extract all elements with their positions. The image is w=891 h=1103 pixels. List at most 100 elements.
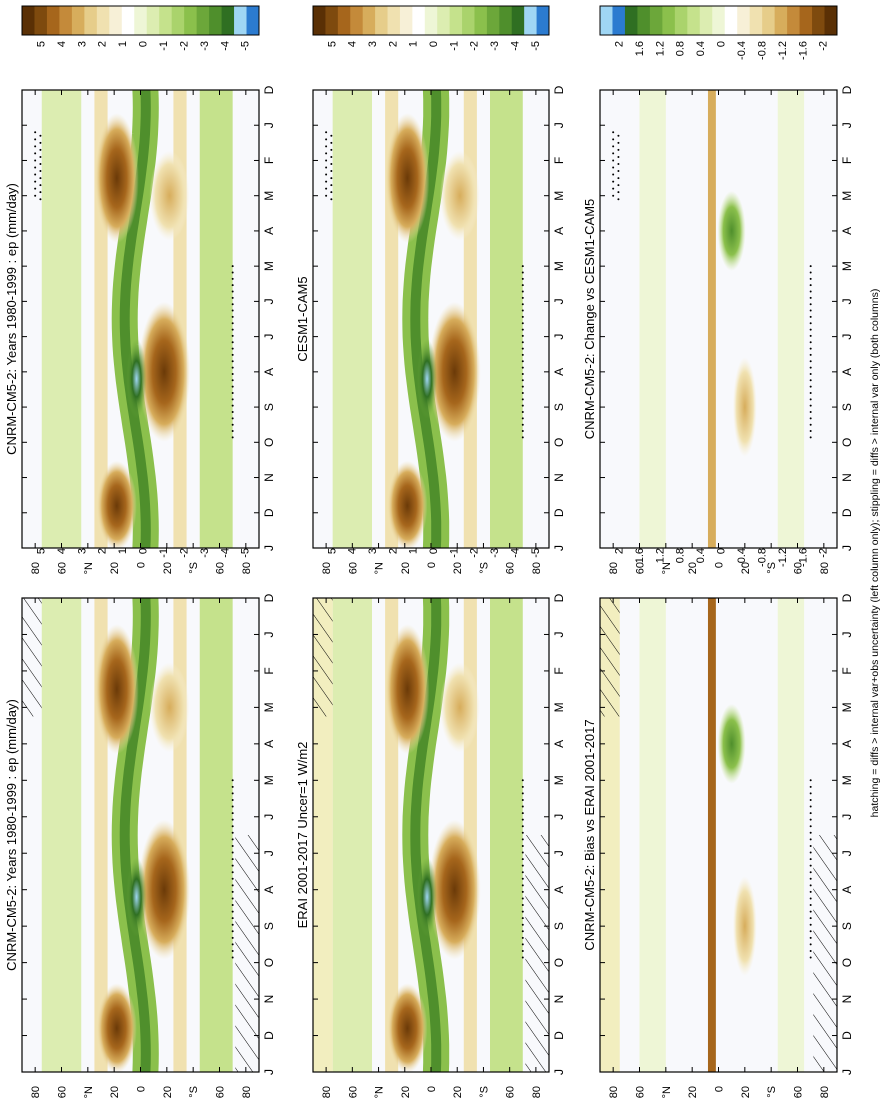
colorbar-label: -3 — [199, 41, 211, 51]
month-label: A — [840, 740, 854, 748]
colorbar-swatch — [774, 6, 788, 35]
month-label: D — [840, 1031, 854, 1040]
month-label: N — [552, 995, 566, 1004]
contour-field — [313, 598, 549, 1072]
month-label: D — [262, 1031, 276, 1040]
month-label: A — [552, 227, 566, 235]
nh-winter-max-2 — [387, 983, 428, 1072]
month-label: J — [552, 850, 566, 856]
colorbar-label: 2 — [387, 548, 399, 554]
sh-hatching — [235, 835, 259, 1072]
lat-label: °N — [661, 1086, 673, 1098]
colorbar-label: 5 — [326, 548, 338, 554]
month-label: A — [840, 227, 854, 235]
colorbar-label: 0.4 — [695, 41, 707, 56]
colorbar-label: -0.8 — [756, 41, 768, 60]
month-label: J — [840, 334, 854, 340]
month-label: O — [262, 958, 276, 967]
panel-title: ERAI 2001-2017 Uncer=1 W/m2 — [295, 742, 310, 929]
month-label: M — [552, 191, 566, 201]
nh-winter-max — [94, 624, 139, 755]
lat-label: 20 — [162, 1086, 174, 1098]
lat-label: 60 — [793, 562, 805, 574]
month-label: D — [552, 508, 566, 517]
colorbar-swatch — [399, 6, 413, 35]
month-label: J — [552, 545, 566, 551]
sh-winter-max — [428, 819, 481, 960]
colorbar-swatch — [624, 6, 638, 35]
colorbar-swatch — [46, 6, 60, 35]
colorbar-swatch — [221, 6, 235, 35]
nh-winter-max-2 — [96, 983, 137, 1072]
stippling — [612, 131, 812, 439]
colorbar-label: -3 — [489, 548, 501, 558]
colorbar-swatch — [462, 6, 475, 35]
month-label: F — [840, 157, 854, 164]
month-label: J — [262, 545, 276, 551]
month-label: O — [840, 438, 854, 447]
colorbar-label: -4 — [509, 41, 521, 51]
month-label: D — [840, 593, 854, 602]
lat-label: °N — [83, 1086, 95, 1098]
month-label: S — [552, 403, 566, 411]
month-label: J — [840, 814, 854, 820]
colorbar-swatch — [22, 6, 35, 35]
colorbar-label: -2 — [469, 41, 481, 51]
itcz-min — [417, 338, 438, 419]
colorbar-label: -4 — [509, 548, 521, 558]
colorbar-label: 1.2 — [654, 548, 666, 563]
colorbar-label: 1.2 — [654, 41, 666, 56]
sh-trop-anomaly — [717, 703, 746, 784]
nh-hatching — [22, 598, 42, 717]
colorbar-swatch — [737, 6, 751, 35]
nh-winter-max-2 — [387, 460, 428, 548]
panel-title: CNRM-CM5-2: Years 1980-1999 : ep (mm/day… — [4, 699, 19, 971]
colorbar-label: -0.8 — [756, 548, 768, 567]
colorbar-swatch — [612, 6, 626, 35]
nh-anomaly-band — [639, 90, 666, 548]
colorbar: 2 1.6 1.2 0.8 0.4 0 -0.4 -0.8 -1.2 -1.6 -2 — [599, 5, 838, 60]
month-label: A — [840, 368, 854, 376]
sh-secondary-max — [439, 662, 480, 753]
colorbar-swatch — [171, 6, 185, 35]
colorbar-swatch — [412, 6, 426, 35]
colorbar-label: -1 — [158, 548, 170, 558]
lat-label: °S — [766, 562, 778, 574]
month-label: J — [262, 850, 276, 856]
month-label: D — [552, 1031, 566, 1040]
lat-label: 60 — [347, 1086, 359, 1098]
colorbar-swatch — [499, 6, 513, 35]
colorbar: 5 4 3 2 1 0 -1 -2 -3 -4 -5 — [21, 5, 260, 51]
lat-label: °S — [188, 1086, 200, 1098]
panel-title: CESM1-CAM5 — [295, 276, 310, 361]
sh-secondary-max — [149, 662, 190, 753]
nh-winter-max-2 — [96, 460, 137, 548]
month-label: N — [840, 473, 854, 482]
lat-label: 80 — [819, 1086, 831, 1098]
month-label: A — [262, 740, 276, 748]
stippling — [34, 131, 234, 439]
sh-midlat-band — [199, 90, 233, 548]
lat-label: 0 — [426, 1086, 438, 1092]
itcz-core — [410, 598, 442, 1072]
colorbar-label: 0 — [716, 548, 728, 554]
nh-midlat-band — [332, 90, 372, 548]
month-label: F — [840, 667, 854, 674]
month-label: J — [840, 631, 854, 637]
month-label: D — [262, 85, 276, 94]
colorbar-label: 5 — [35, 548, 47, 554]
colorbar-label: 0 — [138, 548, 150, 554]
month-label: J — [552, 298, 566, 304]
panel-title: CNRM-CM5-2: Change vs CESM1-CAM5 — [582, 199, 597, 440]
colorbar-swatch — [246, 6, 260, 35]
colorbar-swatch — [600, 6, 613, 35]
colorbar-swatch — [184, 6, 198, 35]
colorbar-label: 2 — [97, 548, 109, 554]
contour-field — [22, 598, 259, 1072]
colorbar-swatch — [109, 6, 123, 35]
colorbar-swatch — [749, 6, 763, 35]
colorbar-label: -5 — [530, 548, 542, 558]
colorbar-swatch — [762, 6, 776, 35]
colorbar-swatch — [325, 6, 339, 35]
month-label: J — [840, 298, 854, 304]
